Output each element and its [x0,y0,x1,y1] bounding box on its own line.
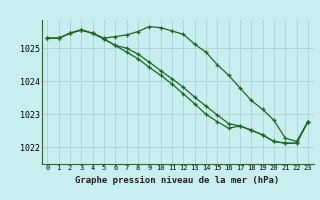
X-axis label: Graphe pression niveau de la mer (hPa): Graphe pression niveau de la mer (hPa) [76,176,280,185]
